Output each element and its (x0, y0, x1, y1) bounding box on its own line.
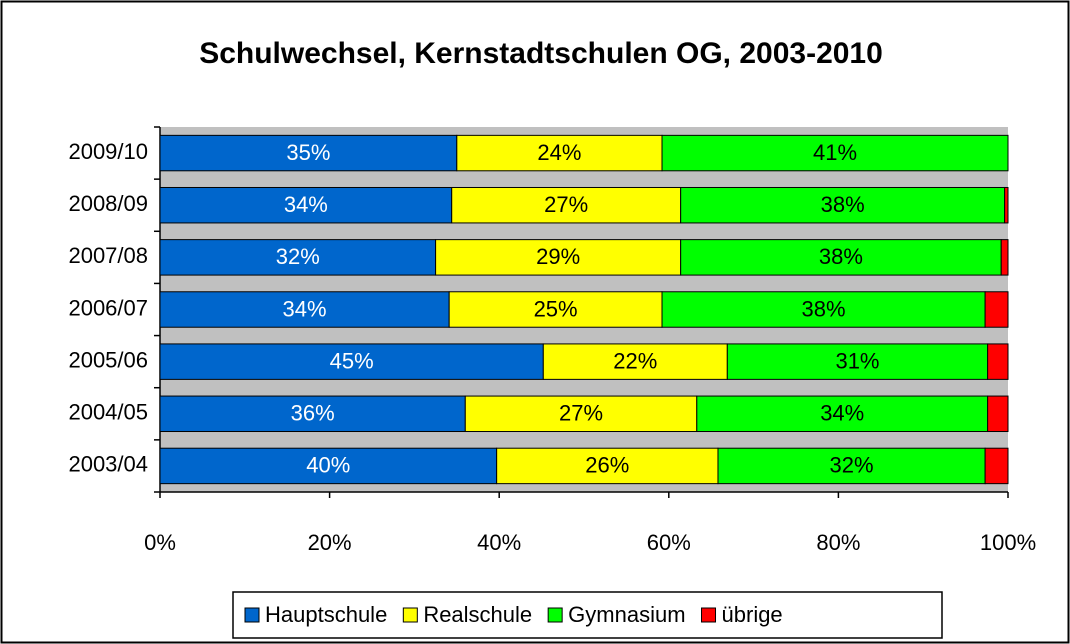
x-tick-label: 100% (980, 530, 1036, 555)
legend-swatch (701, 607, 717, 623)
data-label: 34% (283, 296, 327, 321)
y-tick-label: 2004/05 (68, 400, 148, 425)
y-tick-label: 2003/04 (68, 452, 148, 477)
data-label: 26% (585, 453, 629, 478)
bar-segment (159, 447, 498, 485)
data-label: 34% (820, 401, 864, 426)
legend-label: Gymnasium (568, 602, 685, 627)
chart-title: Schulwechsel, Kernstadtschulen OG, 2003-… (199, 37, 883, 70)
bar-segment (680, 239, 1002, 276)
bar-segment (542, 343, 728, 380)
data-label: 32% (830, 453, 874, 478)
data-label: 31% (835, 348, 879, 373)
bar-segment (464, 395, 698, 433)
x-tick-label: 0% (144, 530, 176, 555)
data-label: 24% (537, 140, 581, 165)
bar-segment (984, 447, 1009, 485)
data-label: 22% (613, 348, 657, 373)
data-label: 36% (291, 401, 335, 426)
data-label: 27% (559, 401, 603, 426)
x-tick-label: 80% (816, 530, 860, 555)
data-label: 25% (534, 296, 578, 321)
legend-box (232, 591, 943, 639)
bar-segment (1000, 239, 1009, 276)
bar-segment (1004, 186, 1009, 224)
bar-segment (456, 134, 663, 172)
legend-swatch (402, 607, 418, 623)
x-tick-label: 60% (647, 530, 691, 555)
bar-segment (159, 134, 458, 172)
x-tick-label: 20% (308, 530, 352, 555)
bar-segment (159, 186, 453, 224)
legend-label: Hauptschule (265, 602, 387, 627)
data-label: 32% (276, 244, 320, 269)
bar-segment (159, 239, 437, 276)
data-label: 38% (821, 192, 865, 217)
legend-swatch (547, 607, 563, 623)
x-tick-label: 40% (477, 530, 521, 555)
bar-segment (680, 186, 1006, 224)
data-label: 35% (286, 140, 330, 165)
y-tick-label: 2006/07 (68, 295, 148, 320)
bar-segment (987, 395, 1009, 433)
data-label: 27% (544, 192, 588, 217)
data-label: 38% (802, 296, 846, 321)
legend-label: übrige (722, 602, 783, 627)
y-tick-label: 2008/09 (68, 191, 148, 216)
data-label: 34% (284, 192, 328, 217)
data-label: 41% (813, 140, 857, 165)
bar-segment (435, 239, 682, 276)
data-label: 38% (819, 244, 863, 269)
bar-segment (984, 291, 1009, 328)
bar-segment (496, 447, 719, 485)
bar-segment (159, 291, 450, 328)
data-label: 45% (330, 348, 374, 373)
bar-segment (159, 343, 544, 380)
bar-segment (987, 343, 1009, 380)
legend-label: Realschule (423, 602, 532, 627)
bar-segment (451, 186, 682, 224)
legend-swatch (244, 607, 260, 623)
data-label: 40% (306, 453, 350, 478)
y-tick-label: 2009/10 (68, 139, 148, 164)
y-tick-label: 2005/06 (68, 347, 148, 372)
data-label: 29% (536, 244, 580, 269)
bar-segment (661, 134, 1009, 172)
y-tick-label: 2007/08 (68, 243, 148, 268)
